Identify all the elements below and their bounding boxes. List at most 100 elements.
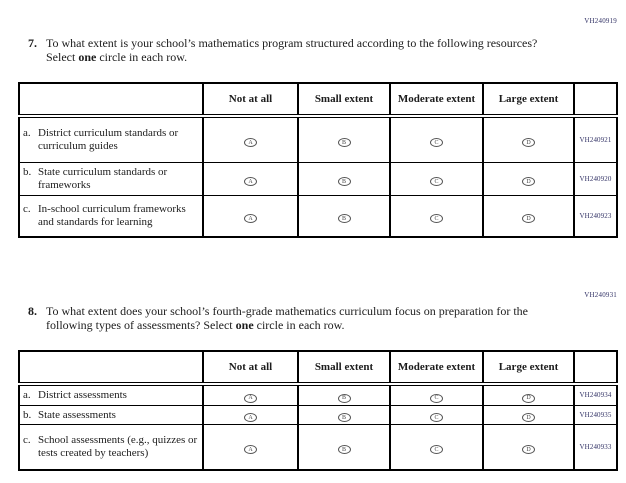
row-label-cell: c. School assessments (e.g., quizzes or t… [18, 424, 204, 470]
column-header-small-extent: Small extent [297, 350, 391, 386]
row-label-cell: b. State assessments [18, 404, 204, 425]
question-7-text-post: circle in each row. [96, 50, 188, 64]
answer-bubble-b[interactable]: B [337, 138, 351, 148]
answer-bubble-d[interactable]: D [522, 393, 535, 403]
row-label: State assessments [38, 408, 116, 421]
row-letter: c. [23, 203, 31, 216]
answer-bubble-d[interactable]: D [522, 214, 535, 224]
option-cell: D [482, 161, 575, 196]
option-cell: D [482, 424, 575, 470]
answer-bubble-c[interactable]: C [430, 413, 443, 423]
row-label-cell: a. District assessments [18, 383, 204, 406]
answer-bubble-a[interactable]: A [244, 393, 257, 403]
option-cell: C [389, 161, 484, 196]
option-cell: B [297, 404, 391, 425]
row-label-cell: b. State curriculum standards or framewor… [18, 161, 204, 196]
table-row: a. District curriculum standards or curri… [18, 115, 618, 163]
answer-bubble-a[interactable]: A [244, 177, 257, 186]
column-header-moderate-extent: Moderate extent [389, 82, 484, 118]
row-letter: b. [23, 408, 32, 421]
row-label: School assessments (e.g., quizzes or tes… [38, 434, 198, 459]
option-cell: B [297, 161, 391, 196]
answer-bubble-c[interactable]: C [430, 445, 443, 455]
question-8-text-post: circle in each row. [253, 318, 345, 332]
option-cell: B [297, 194, 391, 238]
row-label: District assessments [38, 389, 127, 401]
answer-bubble-a[interactable]: A [244, 138, 257, 148]
table-row: c. In-school curriculum frameworks and st… [18, 194, 618, 238]
option-cell: D [482, 404, 575, 425]
answer-bubble-d[interactable]: D [522, 413, 535, 423]
answer-bubble-c[interactable]: C [430, 393, 443, 403]
row-letter: c. [23, 434, 31, 447]
question-8-header-row: Not at all Small extent Moderate extent … [18, 350, 618, 386]
table-row: b. State assessments A B C D VH240935 [18, 404, 618, 425]
row-letter: b. [23, 166, 32, 178]
table-row: a. District assessments A B C D VH240934 [18, 383, 618, 406]
question-8-number: 8. [28, 304, 37, 318]
answer-bubble-c[interactable]: C [430, 138, 443, 148]
row-label: District curriculum standards or curricu… [38, 127, 179, 152]
answer-bubble-b[interactable]: B [337, 445, 351, 455]
empty-corner-cell [18, 350, 204, 386]
answer-bubble-d[interactable]: D [522, 177, 535, 186]
question-7-text-bold: one [78, 50, 97, 64]
option-cell: D [482, 115, 575, 163]
answer-bubble-c[interactable]: C [430, 214, 443, 224]
answer-bubble-b[interactable]: B [337, 393, 351, 403]
answer-bubble-a[interactable]: A [244, 413, 257, 423]
question-8-text-bold: one [235, 318, 254, 332]
answer-bubble-b[interactable]: B [337, 214, 351, 224]
row-vh-code: VH240934 [573, 383, 618, 406]
question-7-text-pre: To what extent is your school’s mathemat… [46, 36, 538, 64]
answer-bubble-a[interactable]: A [244, 445, 257, 455]
option-cell: C [389, 424, 484, 470]
row-label-cell: a. District curriculum standards or curri… [18, 115, 204, 163]
option-cell: D [482, 383, 575, 406]
question-8-text: 8. To what extent does your school’s fou… [28, 304, 548, 332]
column-header-small-extent: Small extent [297, 82, 391, 118]
row-letter: a. [23, 127, 31, 140]
option-cell: A [202, 404, 299, 425]
question-7-vh-code: VH240919 [584, 17, 617, 25]
empty-corner-cell [18, 82, 204, 118]
option-cell: C [389, 404, 484, 425]
row-label-cell: c. In-school curriculum frameworks and st… [18, 194, 204, 238]
row-vh-code: VH240923 [573, 194, 618, 238]
option-cell: A [202, 383, 299, 406]
column-header-large-extent: Large extent [482, 82, 575, 118]
option-cell: B [297, 115, 391, 163]
question-7-text: 7. To what extent is your school’s mathe… [28, 36, 548, 64]
column-header-moderate-extent: Moderate extent [389, 350, 484, 386]
option-cell: C [389, 194, 484, 238]
row-vh-code: VH240920 [573, 161, 618, 196]
question-8-text-pre: To what extent does your school’s fourth… [46, 304, 529, 332]
row-vh-code: VH240921 [573, 115, 618, 163]
question-8-body: To what extent does your school’s fourth… [46, 304, 548, 332]
row-label: State curriculum standards or frameworks [38, 166, 168, 191]
answer-bubble-c[interactable]: C [430, 177, 443, 186]
answer-bubble-b[interactable]: B [337, 413, 351, 423]
row-label: In-school curriculum frameworks and stan… [38, 203, 186, 228]
option-cell: A [202, 424, 299, 470]
option-cell: C [389, 383, 484, 406]
table-row: c. School assessments (e.g., quizzes or t… [18, 424, 618, 470]
row-vh-code: VH240933 [573, 424, 618, 470]
question-8-table: Not at all Small extent Moderate extent … [18, 350, 618, 471]
option-cell: C [389, 115, 484, 163]
column-header-large-extent: Large extent [482, 350, 575, 386]
option-cell: A [202, 161, 299, 196]
empty-code-header-cell [573, 350, 618, 386]
answer-bubble-a[interactable]: A [244, 214, 257, 224]
option-cell: A [202, 115, 299, 163]
empty-code-header-cell [573, 82, 618, 118]
answer-bubble-d[interactable]: D [522, 138, 535, 148]
option-cell: D [482, 194, 575, 238]
question-7-header-row: Not at all Small extent Moderate extent … [18, 82, 618, 118]
question-7-table: Not at all Small extent Moderate extent … [18, 82, 618, 238]
answer-bubble-b[interactable]: B [337, 177, 351, 186]
answer-bubble-d[interactable]: D [522, 445, 535, 455]
option-cell: B [297, 424, 391, 470]
option-cell: B [297, 383, 391, 406]
